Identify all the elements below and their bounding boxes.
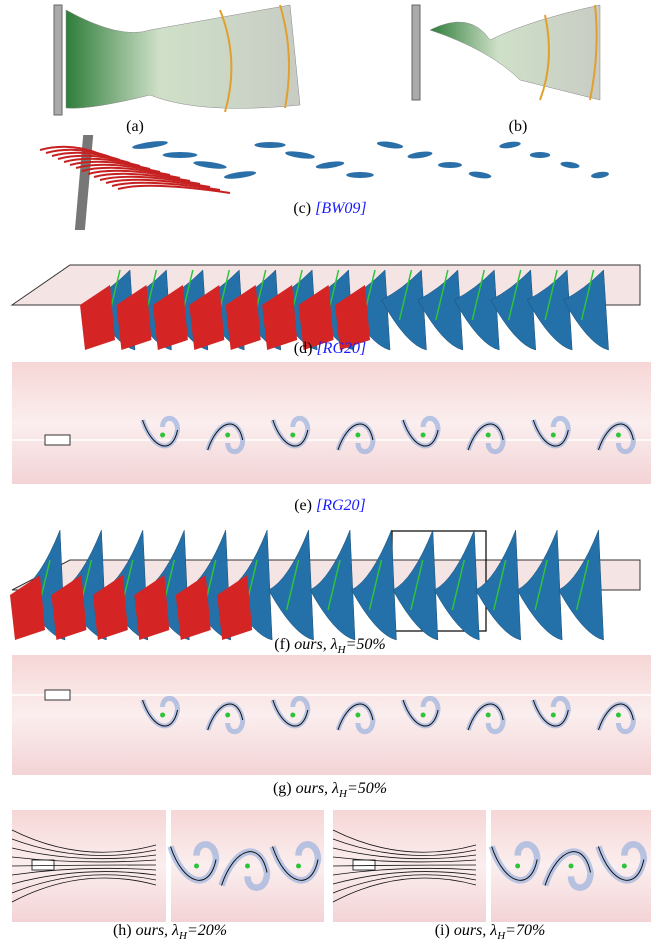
illustration-shape bbox=[285, 150, 316, 160]
caption: (h) ours, λH=20% bbox=[113, 922, 227, 942]
illustration-shape bbox=[622, 864, 627, 869]
illustration-shape bbox=[194, 864, 199, 869]
caption: (c) [BW09] bbox=[293, 200, 366, 218]
panel-d-image bbox=[12, 265, 640, 350]
illustration-shape bbox=[163, 152, 198, 158]
illustration-shape bbox=[486, 433, 491, 438]
caption-label: (b) bbox=[509, 118, 528, 135]
illustration-shape bbox=[225, 433, 230, 438]
caption-method: ours, bbox=[136, 922, 168, 939]
illustration-shape bbox=[355, 433, 360, 438]
illustration-shape bbox=[10, 575, 45, 640]
caption-symbol: λ bbox=[172, 922, 179, 939]
panel-h-i-images bbox=[12, 810, 651, 922]
illustration-shape bbox=[569, 864, 574, 869]
illustration-shape bbox=[468, 170, 491, 179]
caption-method: ours, bbox=[294, 636, 326, 653]
illustration-shape bbox=[290, 433, 295, 438]
illustration-shape bbox=[499, 141, 521, 150]
caption: (e) [RG20] bbox=[294, 497, 366, 515]
illustration-shape bbox=[245, 864, 250, 869]
illustration-shape bbox=[591, 171, 610, 179]
citation[interactable]: [RG20] bbox=[316, 497, 366, 514]
caption-label: (a) bbox=[126, 118, 144, 135]
caption-value: =50% bbox=[347, 780, 387, 797]
illustration-shape bbox=[560, 161, 580, 170]
caption-value: =50% bbox=[346, 636, 386, 653]
caption-symbol: λ bbox=[332, 780, 339, 797]
caption-label: (d) bbox=[294, 340, 313, 357]
illustration-shape bbox=[515, 864, 520, 869]
illustration-shape bbox=[45, 435, 70, 445]
caption-label: (f) bbox=[274, 636, 290, 653]
panel-b-image bbox=[412, 5, 600, 100]
caption: (g) ours, λH=50% bbox=[273, 780, 387, 800]
illustration-shape bbox=[315, 160, 344, 170]
illustration-shape bbox=[551, 433, 556, 438]
caption-label: (e) bbox=[294, 497, 312, 514]
caption: (b) bbox=[509, 118, 528, 136]
caption-value: =70% bbox=[505, 922, 545, 939]
illustration-shape bbox=[551, 713, 556, 718]
caption: (i) ours, λH=70% bbox=[435, 922, 546, 942]
caption: (d) [RG20] bbox=[294, 340, 366, 358]
illustration-shape bbox=[32, 860, 54, 870]
caption-subscript: H bbox=[179, 930, 187, 942]
caption-method: ours, bbox=[296, 780, 328, 797]
illustration-shape bbox=[421, 433, 426, 438]
illustration-shape bbox=[486, 713, 491, 718]
panel-a-image bbox=[54, 5, 300, 115]
citation[interactable]: [BW09] bbox=[315, 200, 367, 217]
illustration-shape bbox=[45, 690, 70, 700]
caption-subscript: H bbox=[339, 788, 347, 800]
illustration-shape bbox=[160, 433, 165, 438]
illustration-shape bbox=[296, 864, 301, 869]
illustration-shape bbox=[530, 152, 550, 158]
illustration-shape bbox=[290, 713, 295, 718]
caption-method: ours, bbox=[454, 922, 486, 939]
illustration-shape bbox=[254, 142, 285, 148]
figure-page: (a) (b) (c) [BW09] (d) [RG20] (e) [RG20]… bbox=[0, 0, 656, 944]
illustration-shape bbox=[353, 860, 375, 870]
illustration-shape bbox=[355, 713, 360, 718]
illustration-shape bbox=[616, 713, 621, 718]
illustration-shape bbox=[224, 170, 257, 180]
illustration-shape bbox=[407, 150, 433, 159]
caption-label: (i) bbox=[435, 922, 450, 939]
illustration-shape bbox=[193, 160, 227, 171]
illustration-shape bbox=[438, 162, 462, 168]
illustration-shape bbox=[132, 140, 168, 151]
illustration-shape bbox=[346, 172, 374, 178]
caption-label: (g) bbox=[273, 780, 292, 797]
illustration-shape bbox=[616, 433, 621, 438]
illustration-shape bbox=[421, 713, 426, 718]
caption-value: =20% bbox=[187, 922, 227, 939]
caption-label: (c) bbox=[293, 200, 311, 217]
caption-label: (h) bbox=[113, 922, 132, 939]
figure-art bbox=[0, 0, 656, 944]
panel-f-image bbox=[10, 530, 640, 640]
panel-g-image bbox=[12, 655, 651, 775]
illustration-shape bbox=[225, 713, 230, 718]
citation[interactable]: [RG20] bbox=[316, 340, 366, 357]
caption: (f) ours, λH=50% bbox=[274, 636, 385, 656]
panel-e-image bbox=[12, 362, 651, 484]
illustration-shape bbox=[377, 140, 404, 150]
caption-symbol: λ bbox=[490, 922, 497, 939]
caption: (a) bbox=[126, 118, 144, 136]
illustration-shape bbox=[160, 713, 165, 718]
